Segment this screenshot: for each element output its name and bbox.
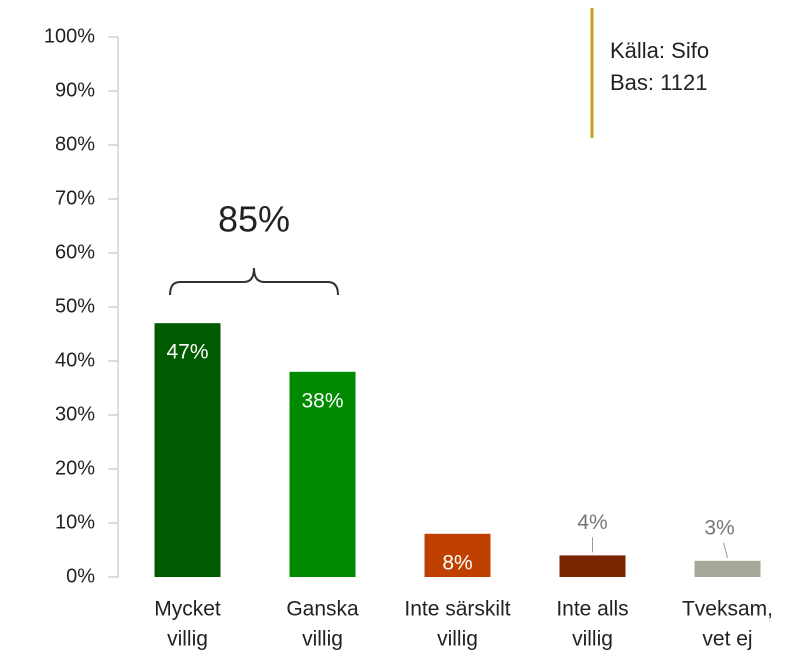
source-line: Bas: 1121: [610, 70, 707, 95]
bar: [559, 555, 626, 577]
value-label: 4%: [577, 511, 607, 534]
value-label: 47%: [166, 341, 208, 364]
annotation: 85%: [218, 199, 290, 240]
x-tick-label: Inte särskilt: [404, 598, 510, 621]
y-tick-label: 10%: [55, 511, 95, 533]
leader-line: [723, 542, 728, 558]
x-tick-label: villig: [572, 628, 613, 651]
y-tick-label: 50%: [55, 295, 95, 317]
bar: [694, 560, 761, 577]
y-tick-label: 80%: [55, 133, 95, 155]
y-tick-label: 90%: [55, 79, 95, 101]
y-tick-label: 60%: [55, 241, 95, 263]
y-tick-label: 40%: [55, 349, 95, 371]
y-tick-label: 70%: [55, 187, 95, 209]
x-tick-label: Tveksam,: [682, 598, 773, 621]
x-tick-label: Inte alls: [556, 598, 628, 621]
value-label: 38%: [301, 389, 343, 412]
bar: [424, 533, 491, 577]
x-tick-label: Ganska: [286, 598, 359, 621]
value-label: 3%: [704, 516, 734, 539]
x-tick-label: villig: [302, 628, 343, 651]
x-tick-label: vet ej: [702, 628, 752, 651]
bar: [289, 371, 356, 577]
y-tick-label: 30%: [55, 403, 95, 425]
x-tick-label: Mycket: [154, 598, 221, 621]
y-tick-label: 100%: [44, 25, 95, 47]
bar: [154, 323, 221, 577]
brace: [169, 267, 339, 296]
source-line: Källa: Sifo: [610, 38, 709, 63]
y-tick-label: 0%: [66, 565, 95, 587]
y-tick-label: 20%: [55, 457, 95, 479]
value-label: 8%: [442, 551, 472, 574]
x-tick-label: villig: [167, 628, 208, 651]
x-tick-label: villig: [437, 628, 478, 651]
